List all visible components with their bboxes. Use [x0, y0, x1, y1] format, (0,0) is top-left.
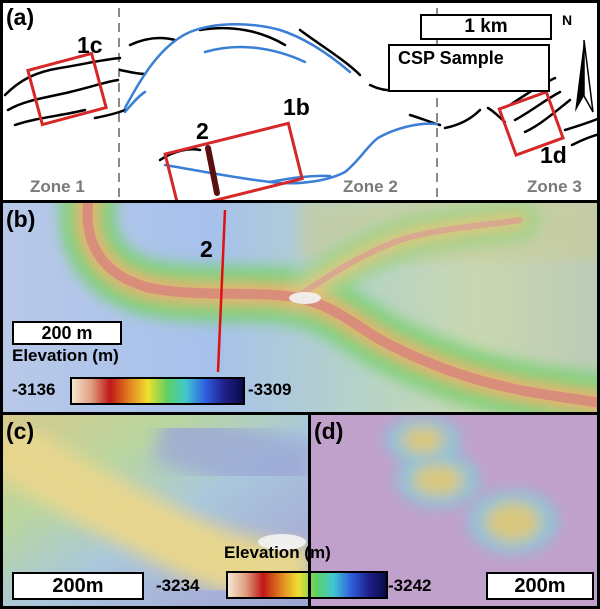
- panel-a-context-map: (a) 1c 2 1b 1d Zone 1 Zone 2 Zone 3 1 km…: [0, 0, 600, 200]
- box-1c: [26, 51, 108, 127]
- panel-a-label: (a): [6, 4, 35, 30]
- scale-bar-200m-c: 200m: [12, 572, 144, 600]
- panel-c-label: (c): [6, 418, 35, 444]
- profile-2-label: 2: [200, 236, 213, 262]
- elevation-low-d: -3242: [388, 576, 432, 595]
- elevation-high-c: -3234: [156, 576, 200, 595]
- legend-box: CSP Sample: [388, 44, 550, 92]
- box-1b: [163, 121, 304, 200]
- elevation-high-b: -3136: [12, 380, 56, 399]
- panel-b-label: (b): [6, 206, 36, 232]
- study-area-boxes: [26, 51, 565, 200]
- profile-2-line: [205, 145, 220, 196]
- scale-bar-200m-d: 200m: [486, 572, 594, 600]
- profile-2-line-b: [216, 209, 227, 373]
- panel-d-elevation-map: (d) 200m -3242: [308, 412, 600, 609]
- legend-label: CSP Sample: [398, 48, 504, 68]
- panel-d-label: (d): [314, 418, 344, 444]
- panel-b-terrain: [0, 200, 600, 412]
- colorbar-cd: [226, 571, 388, 599]
- panel-b-elevation-map: (b) 2 200 m Elevation (m) -3136 -3309: [0, 200, 600, 412]
- north-arrow-icon: [575, 39, 594, 113]
- elevation-title-cd: Elevation (m): [224, 543, 331, 562]
- callout-2: 2: [196, 118, 209, 144]
- csp-sample-traces: [123, 23, 439, 185]
- callout-1c: 1c: [77, 32, 103, 58]
- elevation-low-b: -3309: [248, 380, 292, 399]
- zone-3-label: Zone 3: [527, 177, 582, 196]
- elevation-title-b: Elevation (m): [12, 346, 119, 365]
- zone-1-label: Zone 1: [30, 177, 85, 196]
- scale-bar-1km: 1 km: [420, 14, 552, 40]
- zone-2-label: Zone 2: [343, 177, 398, 196]
- panel-c-elevation-map: (c) 200m -3234: [0, 412, 308, 609]
- scale-bar-200m-b: 200 m: [12, 321, 122, 345]
- callout-1d: 1d: [540, 142, 567, 168]
- north-label: N: [562, 12, 573, 28]
- colorbar-b: [70, 377, 245, 405]
- panel-d-terrain: [308, 412, 600, 609]
- callout-1b: 1b: [283, 94, 310, 120]
- box-1d: [497, 89, 565, 157]
